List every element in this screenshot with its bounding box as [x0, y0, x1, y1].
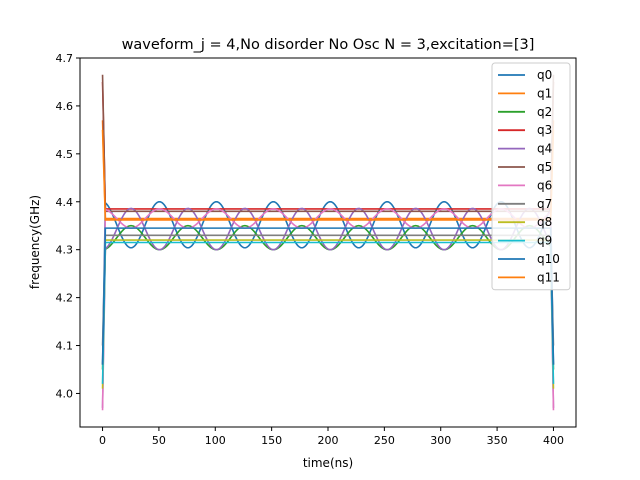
x-tick-label: 50 — [152, 434, 166, 447]
series-line-q7 — [101, 234, 555, 346]
x-tick-label: 350 — [487, 434, 508, 447]
series-line-q9 — [101, 241, 555, 384]
y-tick-label: 4.2 — [56, 292, 74, 305]
x-tick-label: 100 — [205, 434, 226, 447]
legend-label-q10: q10 — [537, 252, 560, 266]
series-layer — [101, 74, 555, 411]
legend-label-q2: q2 — [537, 105, 552, 119]
y-tick-label: 4.1 — [56, 340, 74, 353]
x-tick-label: 0 — [99, 434, 106, 447]
legend-label-q7: q7 — [537, 197, 552, 211]
y-tick-label: 4.0 — [56, 387, 74, 400]
y-axis: 4.0 4.1 4.2 4.3 4.4 4.5 4.6 4.7 — [56, 52, 80, 400]
y-tick-label: 4.7 — [56, 52, 74, 65]
series-line-q10 — [101, 227, 555, 365]
x-tick-label: 200 — [318, 434, 339, 447]
x-tick-label: 250 — [374, 434, 395, 447]
y-tick-label: 4.5 — [56, 148, 74, 161]
legend-label-q4: q4 — [537, 142, 552, 156]
legend-label-q1: q1 — [537, 86, 552, 100]
x-tick-label: 300 — [430, 434, 451, 447]
legend: q0 q1 q2 q3 q4 q5 q6 q7 q8 q9 q10 q11 — [491, 62, 571, 291]
x-tick-label: 150 — [261, 434, 282, 447]
legend-label-q3: q3 — [537, 123, 552, 137]
y-tick-label: 4.6 — [56, 100, 74, 113]
legend-label-q11: q11 — [537, 270, 560, 284]
series-line-q6 — [101, 208, 555, 411]
series-line-q8 — [101, 239, 555, 389]
x-axis-label: time(ns) — [303, 456, 353, 470]
series-line-q5 — [101, 74, 555, 213]
legend-label-q5: q5 — [537, 160, 552, 174]
y-tick-label: 4.3 — [56, 244, 74, 257]
legend-label-q0: q0 — [537, 68, 552, 82]
x-axis: 0 50 100 150 200 250 300 350 400 — [99, 427, 564, 447]
chart-title: waveform_j = 4,No disorder No Osc N = 3,… — [122, 37, 535, 53]
legend-label-q9: q9 — [537, 234, 552, 248]
legend-label-q8: q8 — [537, 215, 552, 229]
x-tick-label: 400 — [543, 434, 564, 447]
y-tick-label: 4.4 — [56, 196, 74, 209]
legend-box — [491, 62, 571, 291]
legend-label-q6: q6 — [537, 178, 552, 192]
y-axis-label: frequency(GHz) — [28, 195, 42, 289]
series-line-q11 — [101, 129, 555, 221]
